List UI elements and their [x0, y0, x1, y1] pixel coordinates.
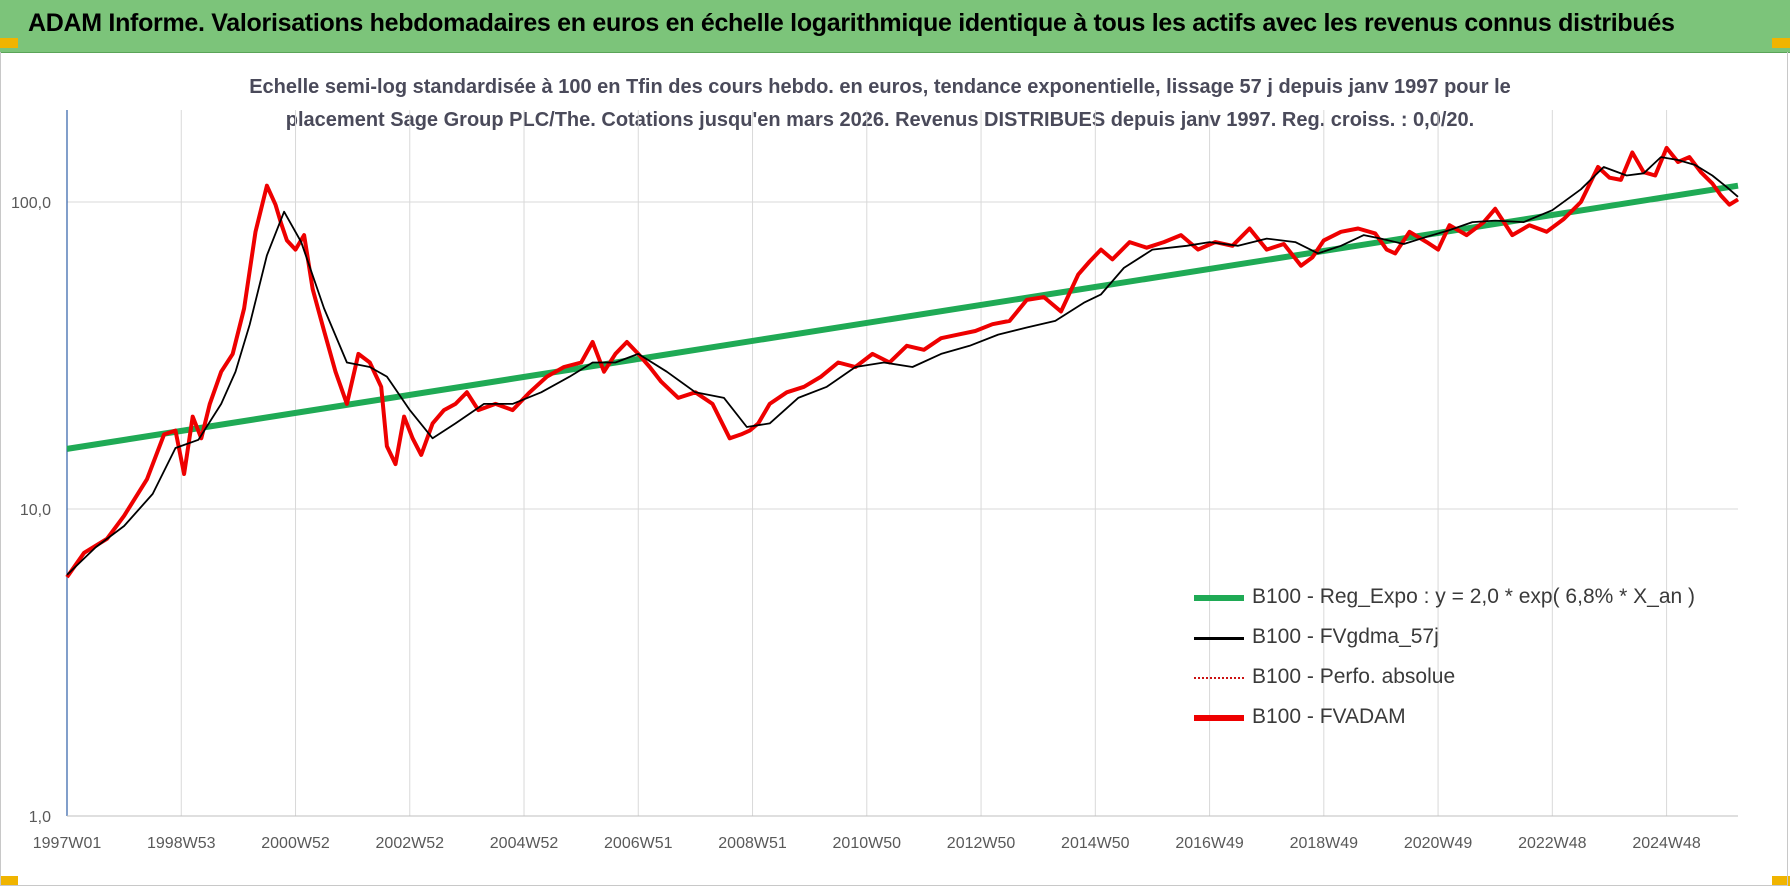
x-tick-label: 2006W51 — [604, 835, 673, 852]
y-tick-label: 1,0 — [29, 809, 51, 826]
x-tick-label: 2012W50 — [947, 835, 1016, 852]
y-tick-label: 100,0 — [11, 195, 51, 212]
legend-swatch-regression — [1194, 595, 1244, 601]
x-tick-label: 2018W49 — [1290, 835, 1359, 852]
x-tick-label: 1997W01 — [33, 835, 102, 852]
x-tick-label: 2000W52 — [261, 835, 330, 852]
chart-title-line-1: Echelle semi-log standardisée à 100 en T… — [249, 76, 1511, 98]
report-title: ADAM Informe. Valorisations hebdomadaire… — [28, 9, 1675, 37]
corner-marker-top-left — [0, 38, 18, 48]
chart-title-line-2: placement Sage Group PLC/The. Cotations … — [285, 109, 1475, 131]
legend-label-fvgdma: B100 - FVgdma_57j — [1252, 625, 1439, 648]
x-tick-label: 2010W50 — [833, 835, 902, 852]
x-tick-label: 2016W49 — [1175, 835, 1244, 852]
x-tick-label: 2020W49 — [1404, 835, 1473, 852]
y-tick-label: 10,0 — [20, 502, 51, 519]
chart-frame — [0, 52, 1788, 886]
x-tick-label: 2024W48 — [1632, 835, 1701, 852]
legend-label-perfo-absolue: B100 - Perfo. absolue — [1252, 665, 1456, 688]
x-tick-label: 1998W53 — [147, 835, 216, 852]
x-tick-label: 2022W48 — [1518, 835, 1587, 852]
legend-swatch-fvgdma — [1194, 637, 1244, 640]
legend-label-regression: B100 - Reg_Expo : y = 2,0 * exp( 6,8% * … — [1252, 585, 1696, 608]
series-line-regression — [66, 182, 1739, 452]
x-tick-label: 2014W50 — [1061, 835, 1130, 852]
legend-swatch-fvadam — [1194, 715, 1244, 721]
series-line-fvgdma — [66, 156, 1739, 576]
x-tick-label: 2002W52 — [376, 835, 445, 852]
legend-label-fvadam: B100 - FVADAM — [1252, 705, 1406, 728]
header-banner: ADAM Informe. Valorisations hebdomadaire… — [0, 0, 1790, 53]
corner-marker-top-right — [1772, 38, 1790, 48]
corner-marker-bottom-left — [0, 876, 18, 886]
x-tick-label: 2008W51 — [718, 835, 787, 852]
corner-marker-bottom-right — [1772, 876, 1790, 886]
legend-swatch-perfo-absolue — [1194, 677, 1244, 679]
x-tick-label: 2004W52 — [490, 835, 559, 852]
series-line-fvadam — [65, 145, 1740, 579]
